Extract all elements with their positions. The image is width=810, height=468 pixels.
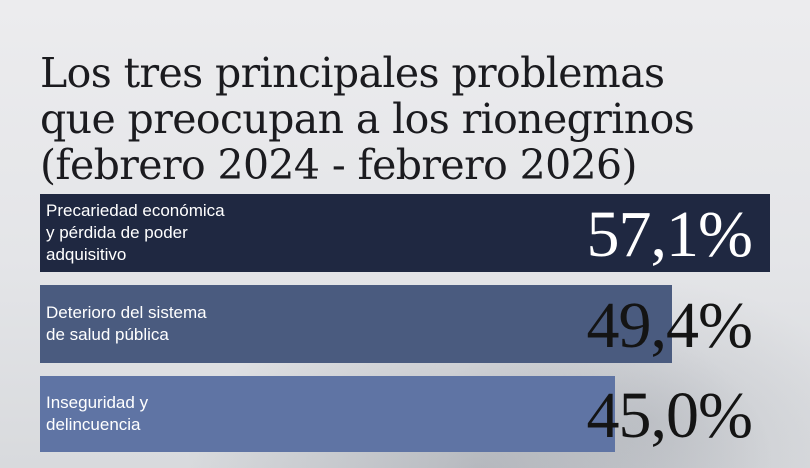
bar-2 [40, 285, 672, 363]
bar-1-label: Precariedad económica y pérdida de poder a… [46, 200, 225, 266]
bar-2-value: 49,4% [586, 289, 753, 362]
bar-3-value: 45,0% [586, 379, 753, 452]
bar-2-label: Deterioro del sistema de salud pública [46, 302, 207, 346]
bar-1 [40, 194, 770, 272]
bar-2-label-line-1: Deterioro del sistema [46, 303, 207, 322]
bar-1-value: 57,1% [586, 198, 753, 271]
chart-title-line-2: que preocupan a los rionegrinos [40, 95, 695, 143]
bar-3-label-line-1: Inseguridad y [46, 393, 149, 412]
bar-3-label: Inseguridad y delincuencia [46, 392, 148, 436]
bar-3-label-line-2: delincuencia [46, 415, 141, 434]
chart-title-line-3: (febrero 2024 - febrero 2026) [40, 141, 638, 189]
bar-1-label-line-2: y pérdida de poder [46, 223, 188, 242]
bar-3 [40, 376, 615, 452]
bar-2-label-line-2: de salud pública [46, 325, 169, 344]
chart-title-line-1: Los tres principales problemas [40, 49, 665, 97]
bar-1-label-line-1: Precariedad económica [46, 201, 225, 220]
bar-1-label-line-3: adquisitivo [46, 245, 127, 264]
chart-title: Los tres principales problemas que preoc… [40, 50, 780, 188]
